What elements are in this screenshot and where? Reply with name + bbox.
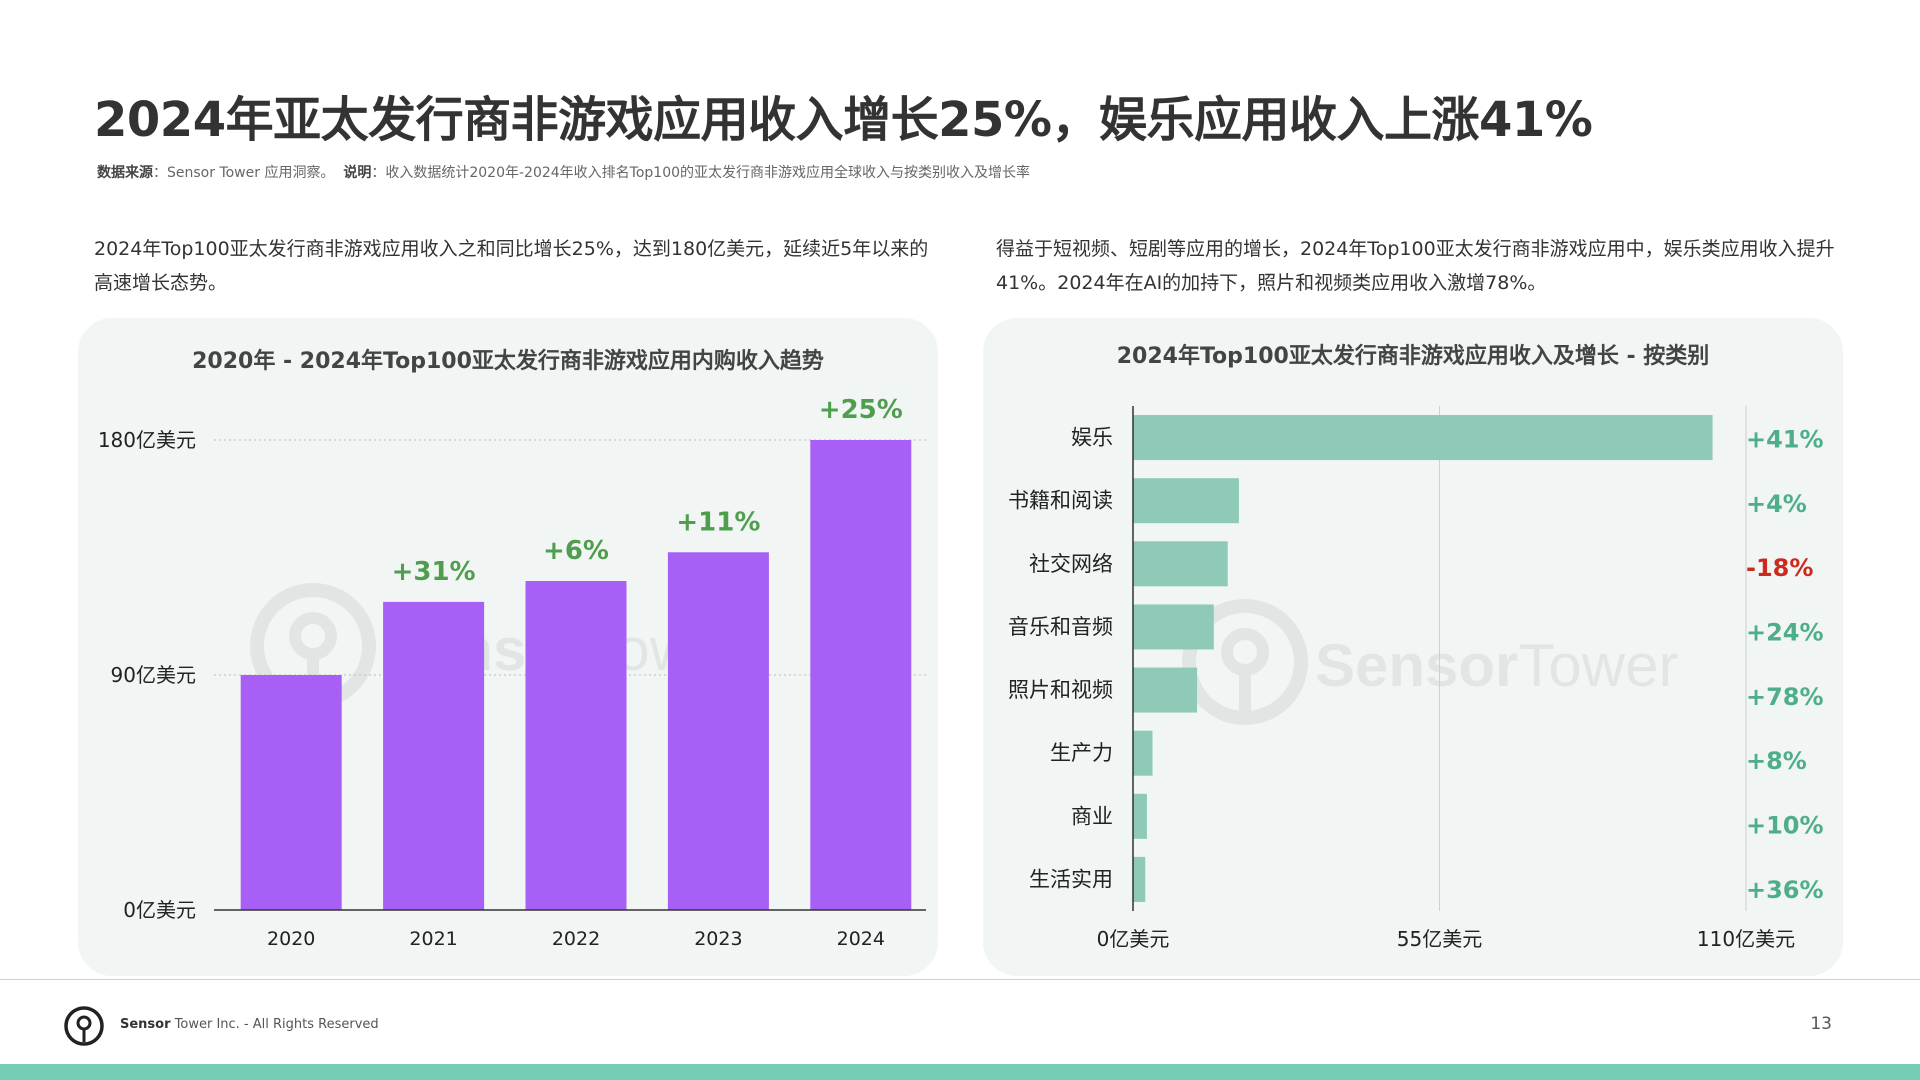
data-source-note: 数据来源：Sensor Tower 应用洞察。 说明：收入数据统计2020年-2… (97, 162, 1030, 182)
revenue-trend-chart: SensorTower 2020年 - 2024年Top100亚太发行商非游戏应… (98, 348, 926, 950)
note-label: 说明 (343, 165, 372, 181)
bar (525, 581, 627, 910)
bar (1133, 730, 1153, 776)
growth-label: +24% (1746, 619, 1824, 647)
category-label: 商业 (1071, 804, 1113, 828)
chart-title: 2020年 - 2024年Top100亚太发行商非游戏应用内购收入趋势 (192, 348, 824, 374)
page-title: 2024年亚太发行商非游戏应用收入增长25%，娱乐应用收入上涨41% (94, 92, 1593, 148)
category-label: 生活实用 (1029, 867, 1113, 891)
growth-label: +6% (543, 536, 609, 566)
bar (1133, 856, 1146, 902)
bar (1133, 541, 1228, 587)
growth-label: +31% (392, 557, 476, 587)
growth-label: +36% (1746, 876, 1824, 904)
growth-label: +4% (1746, 490, 1807, 518)
bar (1133, 667, 1198, 713)
category-label: 书籍和阅读 (1008, 489, 1113, 513)
x-tick-label: 2024 (837, 928, 885, 950)
x-tick-label: 2020 (267, 928, 315, 950)
x-tick-label: 2021 (409, 928, 457, 950)
growth-label: +8% (1746, 747, 1807, 775)
bar (1133, 604, 1214, 650)
svg-text:SensorTower: SensorTower (1315, 632, 1678, 699)
note-text: ：收入数据统计2020年-2024年收入排名Top100的亚太发行商非游戏应用全… (371, 165, 1031, 181)
source-label: 数据来源 (97, 165, 153, 181)
bar (1133, 478, 1239, 524)
source-text: ：Sensor Tower 应用洞察。 (153, 165, 335, 181)
bar (1133, 415, 1713, 461)
bar (383, 601, 485, 910)
category-label: 照片和视频 (1008, 678, 1113, 702)
x-tick-label: 0亿美元 (1097, 927, 1170, 951)
x-tick-label: 55亿美元 (1397, 927, 1482, 951)
growth-label: +25% (819, 395, 903, 425)
watermark-text-light: Tower (1518, 632, 1678, 699)
y-tick-label: 0亿美元 (123, 898, 196, 922)
growth-label: +41% (1746, 426, 1824, 454)
sensor-tower-logo-icon (64, 1006, 104, 1046)
left-description: 2024年Top100亚太发行商非游戏应用收入之和同比增长25%，达到180亿美… (94, 238, 929, 294)
growth-label: +11% (676, 507, 760, 537)
bar (667, 552, 769, 910)
footer-company-bold: Sensor (120, 1017, 171, 1032)
category-label: 音乐和音频 (1008, 615, 1113, 639)
growth-label: -18% (1746, 554, 1813, 582)
bar (240, 675, 342, 910)
x-tick-label: 2023 (694, 928, 742, 950)
footer-copyright: Sensor Tower Inc. - All Rights Reserved (120, 1017, 379, 1032)
revenue-trend-panel: SensorTower 2020年 - 2024年Top100亚太发行商非游戏应… (78, 318, 938, 976)
footer-company-rest: Tower Inc. - All Rights Reserved (170, 1017, 379, 1032)
bar (810, 440, 912, 910)
x-tick-label: 110亿美元 (1697, 927, 1795, 951)
category-label: 生产力 (1050, 741, 1113, 765)
bar (1133, 793, 1147, 839)
y-tick-label: 90亿美元 (111, 663, 196, 687)
page-number: 13 (1810, 1014, 1832, 1034)
bottom-accent-bar (0, 1064, 1920, 1080)
category-label: 娱乐 (1071, 426, 1113, 450)
growth-label: +10% (1746, 812, 1824, 840)
chart-title: 2024年Top100亚太发行商非游戏应用收入及增长 - 按类别 (1117, 343, 1710, 369)
x-tick-label: 2022 (552, 928, 600, 950)
category-revenue-chart: SensorTower 2024年Top100亚太发行商非游戏应用收入及增长 -… (1008, 343, 1824, 951)
category-revenue-panel: SensorTower 2024年Top100亚太发行商非游戏应用收入及增长 -… (983, 318, 1843, 976)
category-label: 社交网络 (1029, 552, 1113, 576)
footer-divider (0, 979, 1920, 980)
watermark: SensorTower (1182, 599, 1678, 725)
watermark-text-bold: Sensor (1315, 632, 1518, 699)
growth-label: +78% (1746, 683, 1824, 711)
y-tick-label: 180亿美元 (98, 428, 196, 452)
right-description: 得益于短视频、短剧等应用的增长，2024年Top100亚太发行商非游戏应用中，娱… (996, 238, 1835, 294)
